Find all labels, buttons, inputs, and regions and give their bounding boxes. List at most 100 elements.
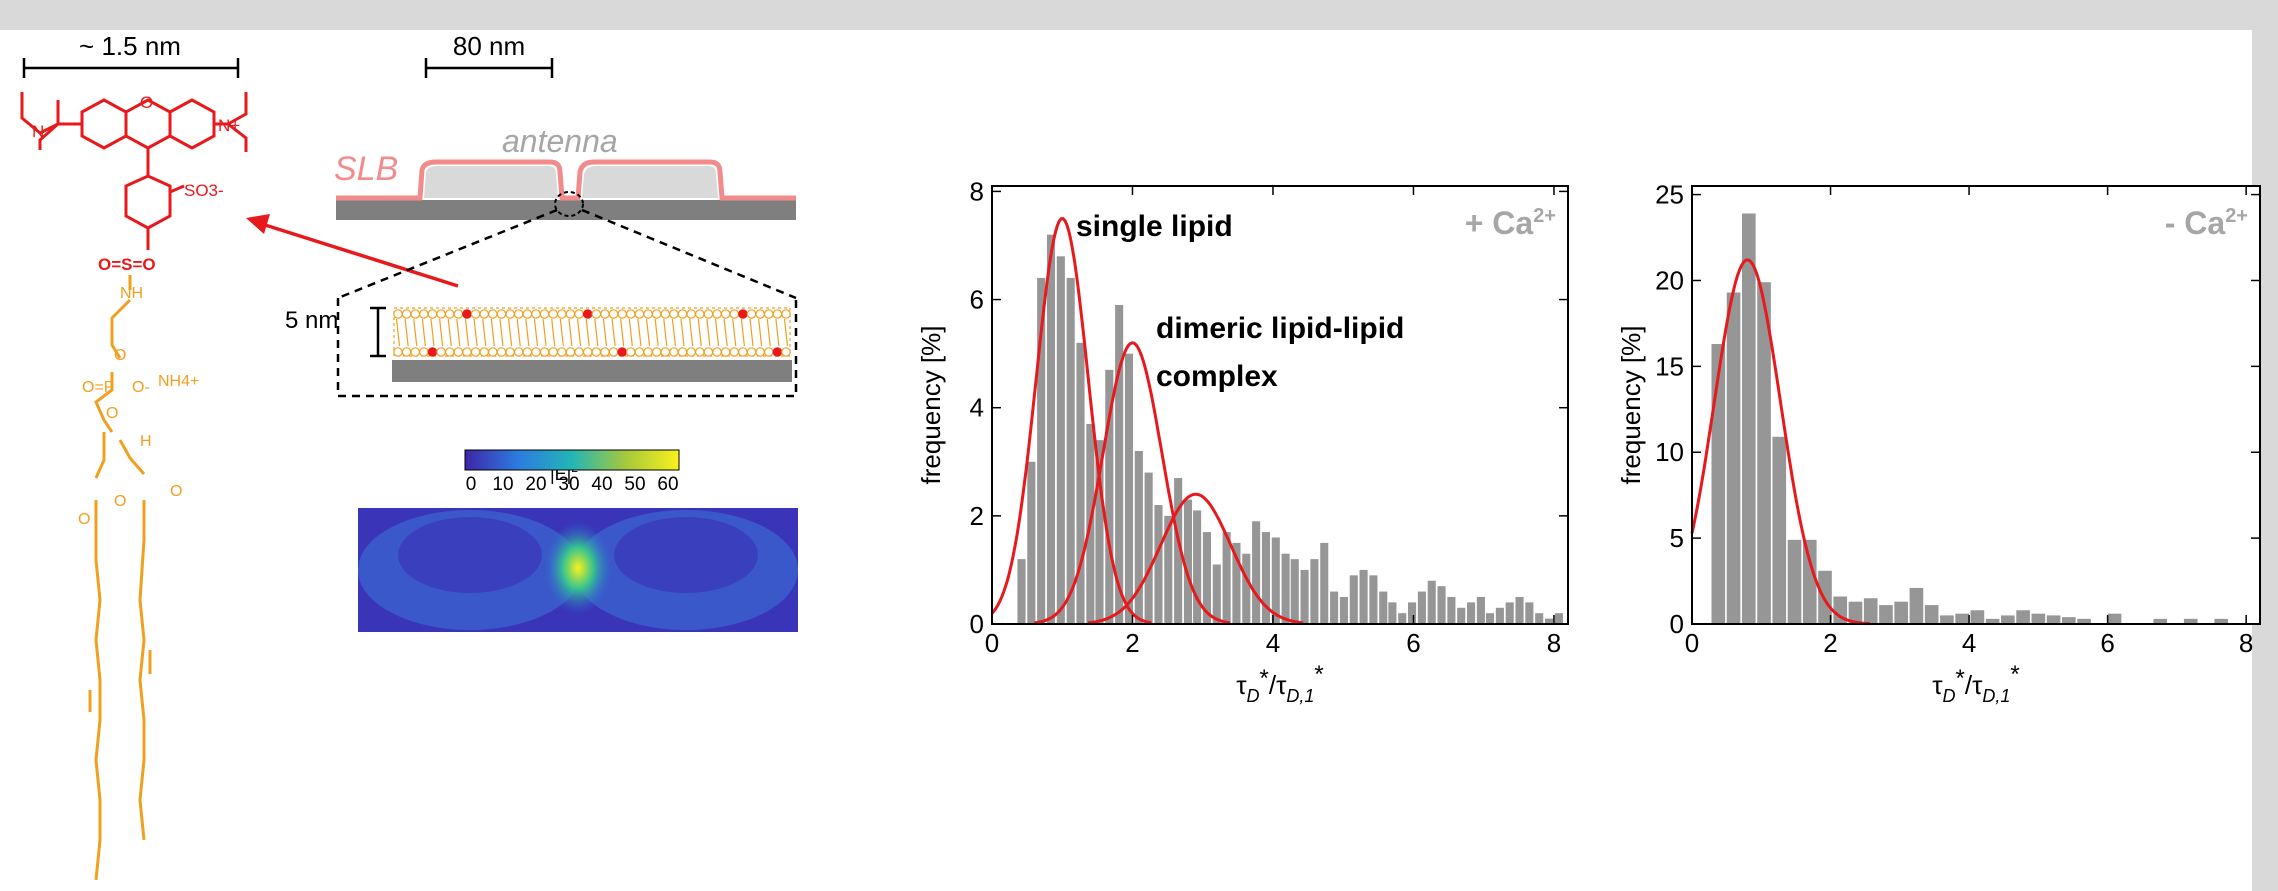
lipid-head-top [669, 309, 679, 319]
axes-frame [1691, 185, 2261, 625]
lipid-head-top [686, 309, 696, 319]
lipid-head-top [755, 309, 765, 319]
lipid-tail [464, 318, 470, 347]
lipid-head-bottom [427, 347, 438, 357]
lipid-head-top [470, 309, 481, 319]
x-tick-label: 6 [2100, 628, 2114, 658]
lipid-o-1: O [114, 347, 126, 364]
pointer-arrow [246, 214, 459, 288]
y-tick-label: 0 [1670, 609, 1684, 639]
lipid-head-bottom [625, 347, 636, 357]
y-tick-label: 5 [1670, 523, 1684, 553]
lipid-head-top [539, 309, 550, 319]
y-tick-label: 0 [970, 609, 984, 639]
lipid-head-top [401, 309, 412, 319]
y-tick-label: 6 [970, 285, 984, 315]
colorbar-tick-40: 40 [591, 474, 612, 495]
histogram-bar [1202, 532, 1211, 624]
lipid-head-top [703, 309, 714, 319]
colorbar [464, 449, 680, 471]
lipid-head-bottom [591, 347, 602, 357]
lipid-tail [680, 318, 685, 347]
lipid-o-4: O [78, 511, 90, 528]
lipid-head-top [513, 309, 524, 319]
field-map [358, 508, 798, 632]
dye-n-left: N [32, 122, 44, 141]
lipid-tail [749, 318, 754, 347]
lipid-tail [671, 318, 677, 347]
histogram-bar [1369, 575, 1378, 624]
zoom-lines [336, 208, 798, 398]
colorbar-tick-0: 0 [466, 474, 477, 495]
histogram-bar [1985, 618, 2000, 624]
histogram-bar [2107, 613, 2122, 624]
lipid-tail [568, 318, 573, 347]
lipid-head-bottom [436, 347, 446, 357]
lipid-head-top [772, 309, 783, 319]
lipid-head-bottom [453, 347, 464, 357]
lipid-head-bottom [651, 347, 662, 357]
x-tick-label: 0 [985, 628, 999, 658]
y-tick-label: 2 [970, 501, 984, 531]
lipid-tail [499, 318, 504, 347]
gap-marker [554, 191, 584, 217]
lipid-head-top [694, 309, 705, 319]
histogram-bar [1544, 618, 1554, 624]
antenna-label: antenna [502, 123, 618, 159]
histogram-bar [1330, 591, 1339, 624]
lipid-o-3: O [114, 493, 126, 510]
lipid-head-top [444, 309, 455, 319]
lipid-head-top [531, 309, 541, 319]
histogram-bar [1124, 353, 1134, 624]
lipid-tail [663, 318, 668, 347]
antenna-left [424, 166, 558, 198]
lipid-head-bottom [643, 347, 653, 357]
chart-plus-ca: 0 2 4 6 8 0 2 4 6 8 frequency [%] τD*/τD,1* + Ca2+ [916, 176, 1569, 706]
histogram-bar [1726, 292, 1741, 624]
histogram-bar [1359, 569, 1368, 624]
lipid-head-bottom [600, 347, 610, 357]
histogram-bar [1457, 607, 1466, 624]
lipid-head-bottom [539, 347, 550, 357]
histogram-bar [1252, 521, 1261, 624]
colorbar-tick-10: 10 [492, 474, 513, 495]
lipid-tail [645, 318, 651, 347]
lipid-head-top [582, 309, 593, 319]
lipid-o-minus: O- [132, 379, 150, 396]
chart-title: + Ca2+ [1465, 205, 1556, 241]
histogram-bar [1863, 598, 1878, 624]
histogram-bar [1222, 532, 1231, 624]
histogram-bar [1027, 461, 1036, 624]
lipid-o-2: O [106, 405, 118, 422]
annotation-dimeric: dimeric lipid-lipid [1156, 312, 1404, 345]
lipid-head-top [763, 309, 774, 319]
lipid-head-bottom [522, 347, 533, 357]
lipid-head-top [496, 309, 507, 319]
lipid-tail [482, 318, 487, 347]
lipid-head-top [488, 309, 498, 319]
histogram-bar [1388, 602, 1397, 624]
lipid-head-bottom [557, 347, 567, 357]
histogram-bar [2214, 618, 2229, 624]
lipid-head-bottom [574, 347, 584, 357]
colorbar-tick-50: 50 [624, 474, 645, 495]
histogram-bar [1711, 344, 1726, 624]
gaussian-fit-line [1033, 341, 1231, 625]
antenna-right [582, 166, 718, 198]
lipid-head-top [522, 309, 533, 319]
histogram-bar [1485, 613, 1495, 624]
histogram-bar [1349, 575, 1358, 624]
lipid-head-top [608, 309, 619, 319]
histogram-bar [1046, 234, 1056, 624]
histogram-bar [1848, 601, 1863, 624]
histogram-bar [1924, 605, 1939, 624]
histogram-bar [1056, 256, 1065, 624]
lipid-tail [439, 318, 444, 347]
lipid-head-bottom [703, 347, 714, 357]
colorbar-tick-20: 20 [525, 474, 546, 495]
histogram-bar [1017, 559, 1026, 624]
x-axis-label: τD*/τD,1* [1236, 661, 1323, 706]
lipid-head-bottom [781, 347, 791, 357]
histogram-bar [1320, 542, 1329, 624]
lipid-head-bottom [513, 347, 524, 357]
